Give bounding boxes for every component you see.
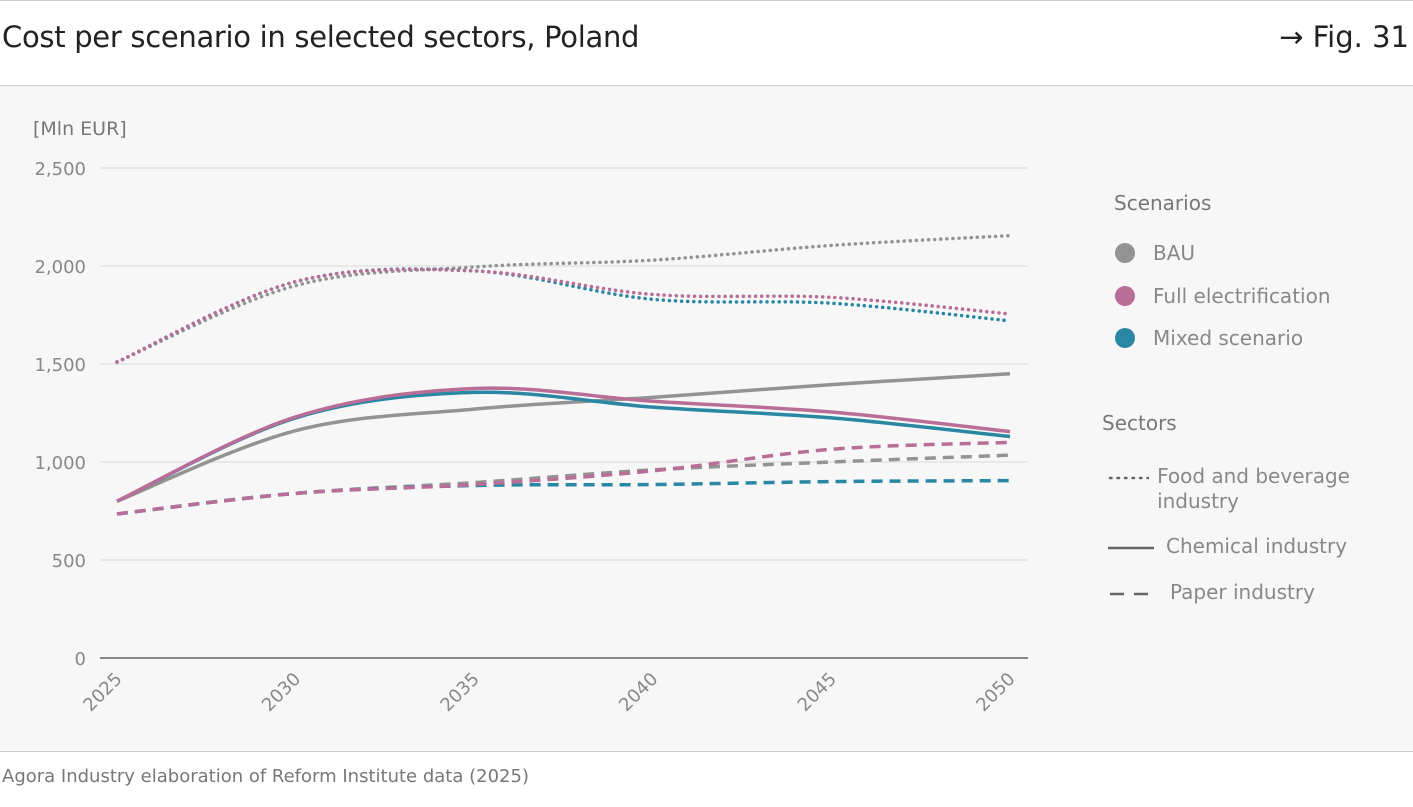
y-tick-label: 2,000 <box>34 257 86 278</box>
dashed-line-icon <box>1110 592 1156 596</box>
series-line-mixed-scenario-food <box>115 267 1012 364</box>
series-line-bau-chemical <box>116 372 1011 503</box>
legend-scenarios-title: Scenarios <box>1114 191 1212 215</box>
x-tick-label: 2025 <box>79 669 126 716</box>
legend-item-chemical: Chemical industry <box>1108 534 1347 559</box>
y-tick-label: 1,000 <box>34 453 86 474</box>
x-tick-label: 2050 <box>972 669 1019 716</box>
legend-item-paper: Paper industry <box>1110 580 1315 605</box>
y-tick-label: 0 <box>75 649 86 670</box>
legend-label: Paper industry <box>1170 580 1315 604</box>
legend-sectors-title: Sectors <box>1102 411 1177 435</box>
x-tick-label: 2035 <box>436 669 483 716</box>
legend-label: Chemical industry <box>1166 534 1348 558</box>
legend-item-bau: BAU <box>1115 241 1195 266</box>
y-axis-label: [Mln EUR] <box>33 118 127 140</box>
legend-label: Mixed scenario <box>1153 326 1304 350</box>
series-line-full-electrification-food <box>115 267 1012 364</box>
series-line-bau-food <box>115 233 1012 364</box>
x-tick-label: 2040 <box>615 669 662 716</box>
series-line-full-electrification-paper <box>116 440 1011 516</box>
full-electrification-swatch-icon <box>1115 286 1135 306</box>
figure-reference-link[interactable]: → Fig. 31 <box>1279 20 1409 54</box>
y-tick-label: 1,500 <box>34 355 86 376</box>
solid-line-icon <box>1108 546 1154 550</box>
legend-label: Full electrification <box>1153 284 1331 308</box>
legend-label: BAU <box>1153 241 1196 265</box>
x-tick-label: 2030 <box>258 669 305 716</box>
chart-title: Cost per scenario in selected sectors, P… <box>2 20 640 54</box>
y-tick-label: 2,500 <box>34 159 86 180</box>
dotted-line-icon <box>1108 476 1150 480</box>
legend-item-mixed-scenario: Mixed scenario <box>1115 326 1303 351</box>
y-tick-label: 500 <box>52 551 86 572</box>
series-line-bau-paper <box>116 453 1011 516</box>
bau-swatch-icon <box>1115 243 1135 263</box>
mixed-scenario-swatch-icon <box>1115 328 1135 348</box>
top-divider <box>0 0 1413 1</box>
legend-label: Food and beverage industry <box>1157 464 1350 513</box>
legend-item-food: Food and beverage industry <box>1108 464 1388 514</box>
series-line-mixed-scenario-paper <box>116 478 1011 516</box>
source-note: Agora Industry elaboration of Reform Ins… <box>2 766 529 787</box>
series-line-full-electrification-chemical <box>116 386 1011 503</box>
chart-panel <box>0 85 1413 752</box>
legend-item-full-electrification: Full electrification <box>1115 284 1331 309</box>
x-tick-label: 2045 <box>794 669 841 716</box>
